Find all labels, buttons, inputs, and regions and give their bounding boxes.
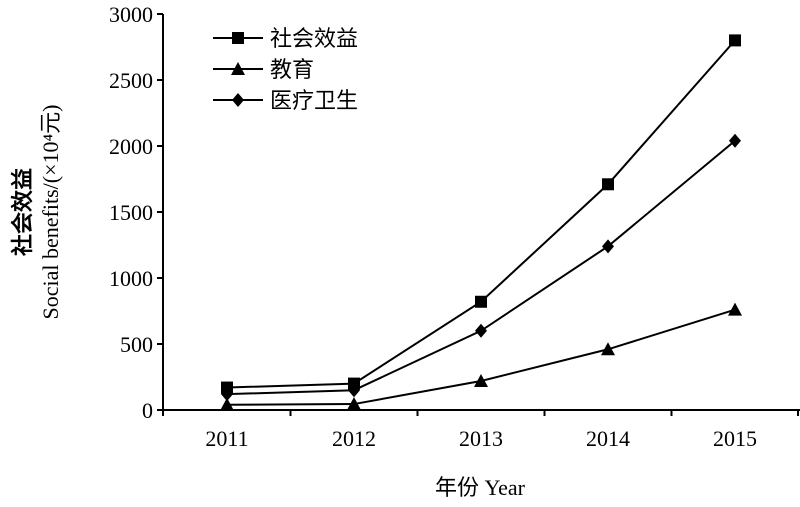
legend-item: 社会效益 bbox=[213, 26, 358, 51]
data-point-diamond bbox=[729, 133, 741, 148]
legend-item: 教育 bbox=[213, 57, 314, 82]
x-axis-ticks: 2011 2012 2013 2014 2015 bbox=[162, 410, 799, 451]
data-point-triangle bbox=[728, 302, 742, 316]
y-tick-label: 1000 bbox=[109, 266, 153, 291]
legend-label: 教育 bbox=[270, 57, 314, 82]
data-point-square bbox=[602, 178, 614, 191]
data-point-triangle bbox=[474, 373, 488, 387]
data-point-diamond bbox=[348, 383, 360, 398]
y-axis-title-cn: 社会效益 bbox=[10, 168, 35, 256]
legend-label: 医疗卫生 bbox=[270, 88, 358, 113]
x-tick-label: 2014 bbox=[586, 426, 630, 451]
x-tick-label: 2012 bbox=[332, 426, 376, 451]
data-point-triangle bbox=[601, 342, 615, 356]
series-square bbox=[221, 34, 741, 394]
x-axis-title: 年份 Year bbox=[435, 475, 526, 500]
y-tick-label: 3000 bbox=[109, 2, 153, 27]
legend-marker bbox=[232, 32, 244, 44]
legend-item: 医疗卫生 bbox=[213, 88, 358, 113]
legend-marker bbox=[232, 93, 244, 107]
data-point-triangle bbox=[347, 397, 361, 411]
series-layer bbox=[220, 34, 742, 411]
y-tick-label: 500 bbox=[120, 332, 153, 357]
y-tick-label: 0 bbox=[142, 398, 153, 423]
series-triangle bbox=[220, 302, 742, 411]
data-point-square bbox=[475, 295, 487, 308]
data-point-diamond bbox=[475, 323, 487, 338]
series-diamond bbox=[221, 133, 741, 402]
series-line bbox=[226, 139, 736, 396]
data-point-diamond bbox=[221, 387, 233, 402]
x-tick-label: 2013 bbox=[459, 426, 503, 451]
x-tick-label: 2011 bbox=[205, 426, 248, 451]
data-point-square bbox=[729, 34, 741, 47]
data-point-diamond bbox=[602, 239, 614, 254]
legend-label: 社会效益 bbox=[270, 26, 358, 51]
y-tick-label: 2500 bbox=[109, 68, 153, 93]
legend-marker bbox=[231, 62, 245, 75]
data-point-triangle bbox=[220, 397, 234, 411]
y-tick-label: 1500 bbox=[109, 200, 153, 225]
x-tick-label: 2015 bbox=[713, 426, 757, 451]
y-tick-label: 2000 bbox=[109, 134, 153, 159]
y-axis-ticks: 0 500 1000 1500 2000 2500 3000 bbox=[109, 2, 163, 423]
y-axis-title-en: Social benefits/(×10⁴元) bbox=[38, 105, 63, 320]
y-axis-title-group: 社会效益 Social benefits/(×10⁴元) bbox=[10, 105, 63, 320]
